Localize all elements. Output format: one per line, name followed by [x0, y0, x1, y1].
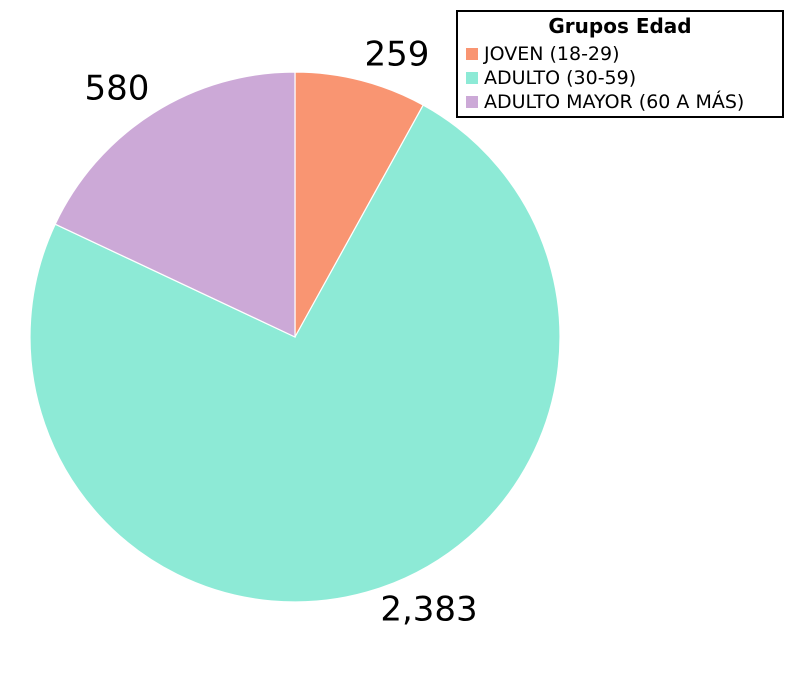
legend-item-adulto: ADULTO (30-59) [466, 66, 636, 90]
pie-slice-joven [294, 71, 425, 338]
pie-slice-adulto-mayor [54, 71, 296, 338]
data-label-adulto: 2,383 [380, 590, 477, 630]
legend-item-joven: JOVEN (18-29) [466, 42, 620, 66]
data-label-joven: 259 [365, 35, 430, 75]
legend-swatch-joven [466, 48, 478, 60]
legend-swatch-adulto-mayor [466, 96, 478, 108]
legend: Grupos Edad JOVEN (18-29) ADULTO (30-59)… [456, 10, 784, 118]
pie-value-labels: 259 2,383 580 [85, 35, 478, 630]
pie-slice-adulto [29, 104, 561, 603]
pie-slices [29, 71, 561, 603]
legend-label-adulto: ADULTO (30-59) [484, 67, 637, 89]
data-label-adulto-mayor: 580 [85, 69, 150, 109]
legend-title: Grupos Edad [548, 14, 692, 38]
legend-swatch-adulto [466, 72, 478, 84]
legend-item-adulto-mayor: ADULTO MAYOR (60 A MÁS) [466, 90, 744, 114]
legend-label-adulto-mayor: ADULTO MAYOR (60 A MÁS) [484, 91, 745, 113]
legend-label-joven: JOVEN (18-29) [484, 43, 620, 65]
